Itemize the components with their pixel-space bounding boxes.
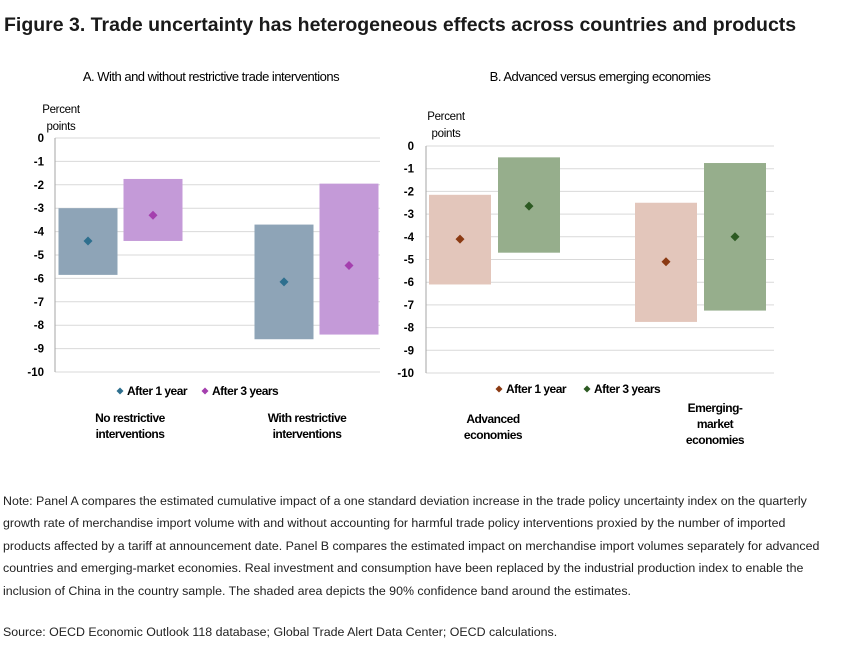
panel-a-ytick-label: -10 xyxy=(27,367,44,379)
panel-b-ytick-label: -2 xyxy=(404,186,414,198)
figure-note: Note: Panel A compares the estimated cum… xyxy=(3,494,820,598)
figure-charts: A. With and without restrictive trade in… xyxy=(27,69,774,447)
panel-a-legend-label: After 1 year xyxy=(127,384,188,398)
panel-b-category-label: economies xyxy=(686,433,745,447)
panel-a-estimate-marker xyxy=(148,210,158,220)
panel-b-ytick-label: -4 xyxy=(404,232,415,244)
panel-a-unit-label: Percent xyxy=(42,104,81,116)
panel-a-ytick-label: -7 xyxy=(34,297,44,309)
panel-b-legend-label: After 1 year xyxy=(506,382,567,396)
panel-b-ytick-label: -10 xyxy=(397,368,414,380)
panel-a-ytick-label: -5 xyxy=(34,250,45,262)
panel-b-estimate-marker xyxy=(524,201,534,211)
panel-a-ytick-label: -9 xyxy=(34,344,44,356)
panel-a-unit-label: points xyxy=(47,121,76,133)
panel-b-unit-label: Percent xyxy=(427,111,466,123)
panel-a-ytick-label: -8 xyxy=(34,320,45,332)
panel-b-ytick-label: 0 xyxy=(408,141,414,153)
panel-b-unit-label: points xyxy=(432,128,461,140)
figure-title: Figure 3. Trade uncertainty has heteroge… xyxy=(4,14,797,36)
panel-a-confidence-band xyxy=(123,178,183,241)
panel-b-category-label: Advanced xyxy=(466,412,520,426)
panel-a-legend-marker xyxy=(116,387,124,395)
panel-a-ytick-label: -6 xyxy=(34,273,44,285)
panel-a-confidence-band xyxy=(319,183,379,335)
panel-a-category-label: No restrictive xyxy=(95,411,166,425)
panel-b-category-label: Emerging- xyxy=(688,401,743,415)
panel-b-legend-marker xyxy=(583,385,591,393)
panel-b-estimate-marker xyxy=(455,234,465,244)
panel-a-legend-marker xyxy=(201,387,209,395)
panel-b-legend-label: After 3 years xyxy=(594,382,661,396)
figure-source: Source: OECD Economic Outlook 118 databa… xyxy=(3,625,558,639)
panel-a-ytick-label: -4 xyxy=(34,227,45,239)
panel-a-category-label: With restrictive xyxy=(268,411,347,425)
panel-b-ytick-label: -7 xyxy=(404,300,414,312)
panel-a-category-label: interventions xyxy=(273,427,343,441)
panel-a-title: A. With and without restrictive trade in… xyxy=(83,69,340,84)
panel-b-category-label: economies xyxy=(464,428,523,442)
panel-a-ytick-label: 0 xyxy=(38,133,44,145)
panel-b-ytick-label: -5 xyxy=(404,255,415,267)
panel-a-ytick-label: -2 xyxy=(34,180,44,192)
panel-a-estimate-marker xyxy=(83,236,93,246)
panel-a-ytick-label: -3 xyxy=(34,203,44,215)
panel-b-category-label: market xyxy=(697,417,734,431)
panel-b-ytick-label: -8 xyxy=(404,323,415,335)
panel-b-ytick-label: -1 xyxy=(404,164,415,176)
panel-b-estimate-marker xyxy=(730,232,740,242)
panel-a-ytick-label: -1 xyxy=(34,156,45,168)
panel-b-estimate-marker xyxy=(661,257,671,267)
panel-b-legend-marker xyxy=(495,385,503,393)
panel-a-legend-label: After 3 years xyxy=(212,384,279,398)
panel-b-ytick-label: -3 xyxy=(404,209,414,221)
panel-b-ytick-label: -9 xyxy=(404,345,414,357)
panel-a-category-label: interventions xyxy=(96,427,166,441)
panel-b-title: B. Advanced versus emerging economies xyxy=(490,69,712,84)
panel-a-estimate-marker xyxy=(279,277,289,287)
panel-b-ytick-label: -6 xyxy=(404,277,414,289)
panel-a-estimate-marker xyxy=(344,261,354,271)
